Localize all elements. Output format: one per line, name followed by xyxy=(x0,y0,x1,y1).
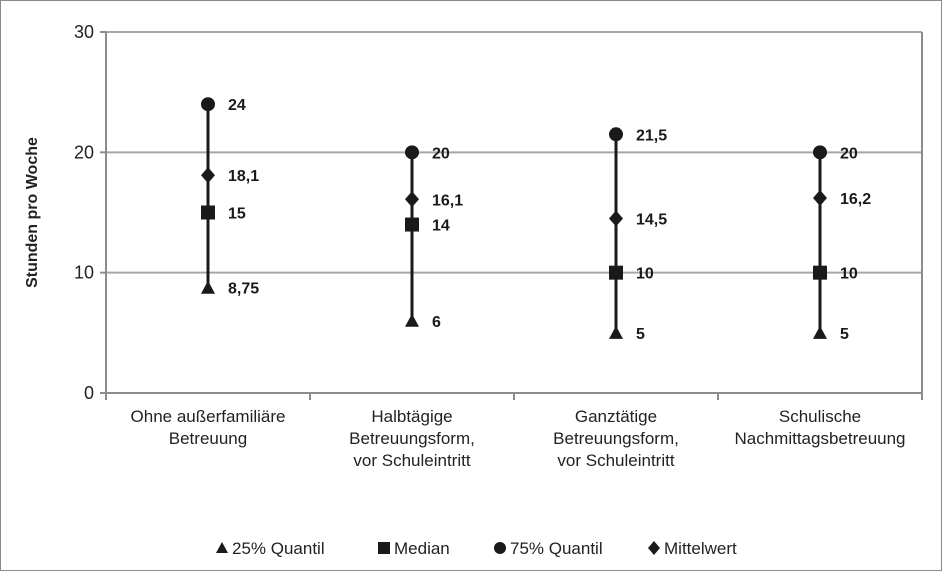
75-quantil-point xyxy=(813,145,827,160)
mittelwert-point xyxy=(813,190,827,207)
25-quantil-point xyxy=(405,313,419,327)
25-quantil-point xyxy=(813,325,827,339)
mittelwert-point xyxy=(201,167,215,184)
median-point xyxy=(405,217,419,232)
category-label: Betreuungsform, xyxy=(553,429,679,448)
median-point xyxy=(609,265,623,280)
25-quantil-point xyxy=(201,280,215,294)
25-quantil-data-label: 8,75 xyxy=(228,281,259,298)
mittelwert-data-label: 16,1 xyxy=(432,192,463,209)
mittelwert-data-label: 18,1 xyxy=(228,168,259,185)
category-label: Nachmittagsbetreuung xyxy=(734,429,905,448)
mittelwert-data-label: 16,2 xyxy=(840,191,871,208)
75-quantil-data-label: 20 xyxy=(840,145,858,162)
category-label: Schulische xyxy=(779,407,861,426)
y-axis-label: Stunden pro Woche xyxy=(24,137,41,288)
median-point xyxy=(813,265,827,280)
median-point xyxy=(201,205,215,220)
category-label: Halbtägige xyxy=(371,407,452,426)
median-data-label: 14 xyxy=(432,218,450,235)
legend-median-marker xyxy=(378,542,390,554)
category-label: Betreuungsform, xyxy=(349,429,475,448)
legend-25-quantil-marker xyxy=(216,542,228,553)
median-data-label: 10 xyxy=(636,266,654,283)
25-quantil-data-label: 5 xyxy=(840,326,849,343)
75-quantil-point xyxy=(201,97,215,112)
mittelwert-point xyxy=(609,210,623,227)
25-quantil-point xyxy=(609,325,623,339)
75-quantil-data-label: 20 xyxy=(432,145,450,162)
category-label: Ganztätige xyxy=(575,407,657,426)
25-quantil-data-label: 5 xyxy=(636,326,645,343)
75-quantil-point xyxy=(609,127,623,142)
legend-25-quantil-label: 25% Quantil xyxy=(232,539,325,558)
y-tick-label: 20 xyxy=(74,142,94,162)
median-data-label: 10 xyxy=(840,266,858,283)
legend-mittelwert-marker xyxy=(648,541,660,555)
legend-median-label: Median xyxy=(394,539,450,558)
category-label: Ohne außerfamiliäre xyxy=(131,407,286,426)
75-quantil-point xyxy=(405,145,419,160)
legend-75-quantil-marker xyxy=(494,542,506,554)
75-quantil-data-label: 21,5 xyxy=(636,127,667,144)
mittelwert-data-label: 14,5 xyxy=(636,212,667,229)
y-tick-label: 0 xyxy=(84,383,94,403)
legend-mittelwert-label: Mittelwert xyxy=(664,539,737,558)
category-label: vor Schuleintritt xyxy=(557,451,674,470)
legend-75-quantil-label: 75% Quantil xyxy=(510,539,603,558)
category-label: Betreuung xyxy=(169,429,247,448)
mittelwert-point xyxy=(405,191,419,208)
median-data-label: 15 xyxy=(228,206,246,223)
category-label: vor Schuleintritt xyxy=(353,451,470,470)
y-tick-label: 10 xyxy=(74,263,94,283)
y-tick-label: 30 xyxy=(74,22,94,42)
75-quantil-data-label: 24 xyxy=(228,97,246,114)
25-quantil-data-label: 6 xyxy=(432,314,441,331)
